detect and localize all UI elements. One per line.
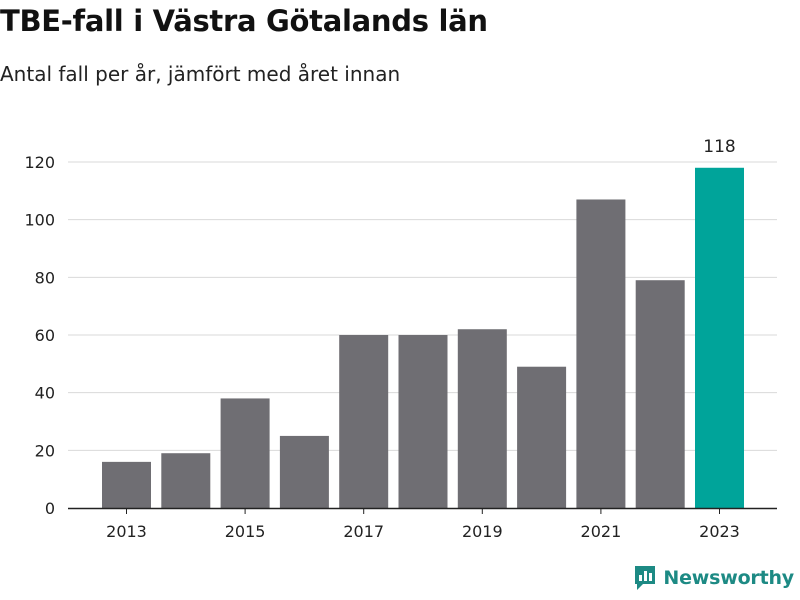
- bar-2023: [695, 167, 744, 508]
- bar-2019: [457, 329, 507, 508]
- brand-name: Newsworthy: [663, 567, 794, 589]
- bar-2021: [576, 199, 626, 508]
- y-tick-label: 100: [24, 211, 55, 230]
- bar-2013: [102, 461, 151, 508]
- y-tick-label: 20: [35, 441, 55, 460]
- x-tick-label: 2015: [225, 522, 266, 541]
- bar-2018: [398, 335, 448, 508]
- bar-2016: [279, 435, 329, 508]
- newsworthy-logo-icon: [635, 566, 656, 590]
- y-tick-label: 120: [24, 153, 55, 172]
- y-tick-label: 80: [35, 268, 55, 287]
- y-tick-label: 0: [45, 499, 55, 518]
- x-tick-label: 2021: [581, 522, 622, 541]
- x-tick-label: 2013: [106, 522, 147, 541]
- y-tick-label: 40: [35, 384, 55, 403]
- brand-logo: Newsworthy: [633, 564, 794, 592]
- x-tick-label: 2019: [462, 522, 503, 541]
- chart-title: TBE-fall i Västra Götalands län: [0, 4, 488, 38]
- bar-2017: [339, 335, 389, 508]
- x-tick-label: 2023: [699, 522, 740, 541]
- bar-2022: [635, 280, 685, 508]
- bar-2014: [161, 453, 211, 508]
- bar-2020: [517, 366, 567, 508]
- y-tick-label: 60: [35, 326, 55, 345]
- bar-2015: [220, 398, 270, 508]
- x-tick-label: 2017: [343, 522, 384, 541]
- chart-subtitle: Antal fall per år, jämfört med året inna…: [0, 62, 401, 86]
- data-label-2023: 118: [703, 137, 735, 157]
